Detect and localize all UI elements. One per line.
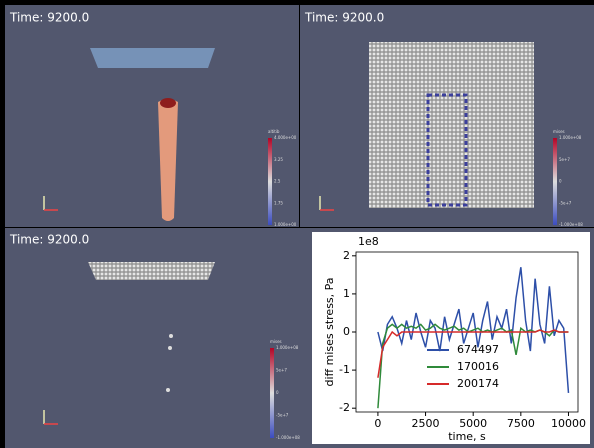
view-panel[interactable] bbox=[5, 228, 311, 448]
orientation-axes bbox=[43, 196, 334, 425]
legend-label: 170016 bbox=[457, 360, 499, 373]
colorbar-label: 5e+7 bbox=[276, 368, 287, 373]
x-tick-label: 5000 bbox=[459, 417, 487, 430]
colorbar-title: mises bbox=[270, 339, 282, 344]
time-label: Time: 9200.0 bbox=[304, 11, 384, 25]
colorbar-label: 5e+7 bbox=[559, 157, 570, 162]
y-offset-label: 1e8 bbox=[358, 235, 379, 248]
time-label: Time: 9200.0 bbox=[9, 11, 89, 25]
legend-label: 674497 bbox=[457, 343, 499, 356]
particle-ring bbox=[426, 93, 468, 207]
view-panel[interactable] bbox=[5, 5, 299, 227]
x-tick-label: 2500 bbox=[412, 417, 440, 430]
particle-slab bbox=[88, 262, 215, 280]
particle-column bbox=[158, 99, 178, 221]
y-tick-label: -1 bbox=[339, 363, 350, 376]
particle-cap bbox=[160, 98, 176, 108]
colorbar bbox=[268, 138, 272, 225]
colorbar-label: -5e+7 bbox=[276, 413, 289, 418]
legend-label: 200174 bbox=[457, 377, 499, 390]
colorbar-label: 3.25 bbox=[274, 157, 283, 162]
colorbar-label: 4.000e+00 bbox=[274, 135, 297, 140]
colorbar-label: -1.000e+08 bbox=[276, 435, 300, 440]
colorbar-title: altitib bbox=[268, 129, 280, 134]
particle bbox=[168, 346, 172, 350]
y-axis-label: diff mises stress, Pa bbox=[323, 277, 336, 386]
x-tick-label: 0 bbox=[374, 417, 381, 430]
colorbar-label: 2.5 bbox=[274, 179, 281, 184]
colorbar-title: mises bbox=[553, 129, 565, 134]
colorbar-label: 0 bbox=[559, 179, 562, 184]
time-label: Time: 9200.0 bbox=[9, 233, 89, 247]
particle-slab bbox=[90, 48, 215, 68]
colorbar-label: 0 bbox=[276, 390, 279, 395]
x-tick-label: 10000 bbox=[551, 417, 586, 430]
colorbar bbox=[270, 348, 274, 438]
x-tick-label: 7500 bbox=[507, 417, 535, 430]
particle bbox=[169, 334, 173, 338]
series-line bbox=[377, 267, 570, 394]
colorbar-label: 1.000e+00 bbox=[274, 222, 297, 227]
y-tick-label: 2 bbox=[343, 249, 350, 262]
y-tick-label: 1 bbox=[343, 287, 350, 300]
particle-plate bbox=[369, 42, 534, 208]
x-axis-label: time, s bbox=[448, 430, 486, 443]
colorbar-label: 1.000e+08 bbox=[276, 345, 299, 350]
y-tick-label: 0 bbox=[343, 325, 350, 338]
series-line bbox=[377, 329, 569, 378]
particle bbox=[166, 388, 170, 392]
y-tick-label: -2 bbox=[339, 401, 350, 414]
colorbar-label: -5e+7 bbox=[559, 200, 572, 205]
colorbar-label: -1.000e+08 bbox=[559, 222, 583, 227]
colorbar bbox=[553, 138, 557, 225]
colorbar-label: 1.000e+08 bbox=[559, 135, 582, 140]
chart: -2 -1 0 1 2 0 2500 5000 7500 10000 1e8 time, s diff … bbox=[323, 235, 586, 443]
colorbar-label: 1.75 bbox=[274, 200, 283, 205]
